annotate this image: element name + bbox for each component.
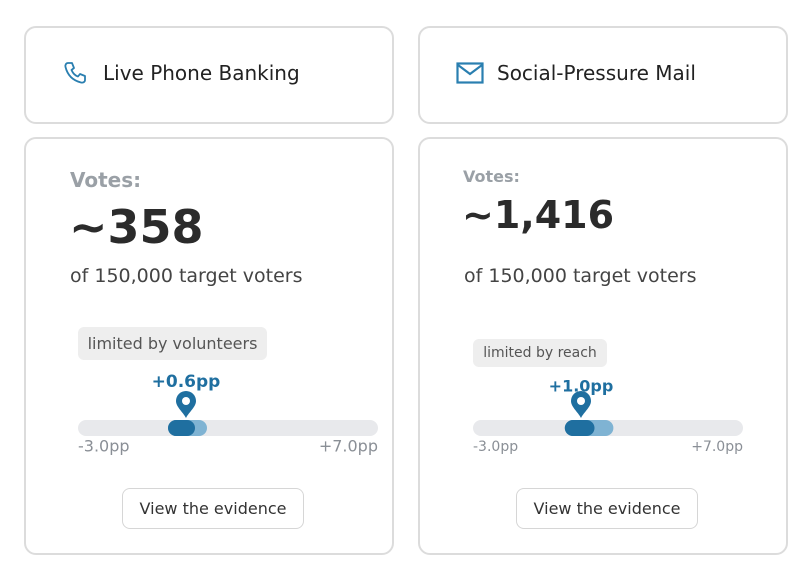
inner-band [168, 420, 195, 436]
target-text: of 150,000 target voters [464, 265, 697, 287]
evidence-button[interactable]: View the evidence [122, 488, 304, 529]
header-card [24, 26, 394, 124]
votes-label: Votes: [70, 168, 142, 192]
pin-dot [182, 397, 190, 405]
scale-min-label: -3.0pp [78, 437, 130, 456]
phone-icon [64, 62, 86, 84]
gauge-track [78, 420, 378, 436]
header-card [418, 26, 788, 124]
mail-icon [456, 62, 484, 84]
card-title: Live Phone Banking [103, 61, 300, 85]
card-title: Social-Pressure Mail [497, 61, 696, 85]
scale-max-label: +7.0pp [319, 437, 378, 456]
evidence-button[interactable]: View the evidence [516, 488, 698, 529]
limit-chip: limited by reach [473, 339, 607, 367]
effect-label: +0.6pp [152, 372, 221, 392]
votes-label: Votes: [463, 167, 520, 186]
target-text: of 150,000 target voters [70, 265, 303, 287]
inner-band [564, 420, 595, 436]
scale-min-label: -3.0pp [473, 439, 518, 455]
effect-label: +1.0pp [549, 377, 614, 396]
votes-value: ~358 [69, 200, 204, 254]
scale-max-label: +7.0pp [691, 439, 743, 455]
votes-value: ~1,416 [462, 193, 615, 237]
limit-chip: limited by volunteers [78, 327, 267, 360]
pin-dot [577, 397, 585, 405]
